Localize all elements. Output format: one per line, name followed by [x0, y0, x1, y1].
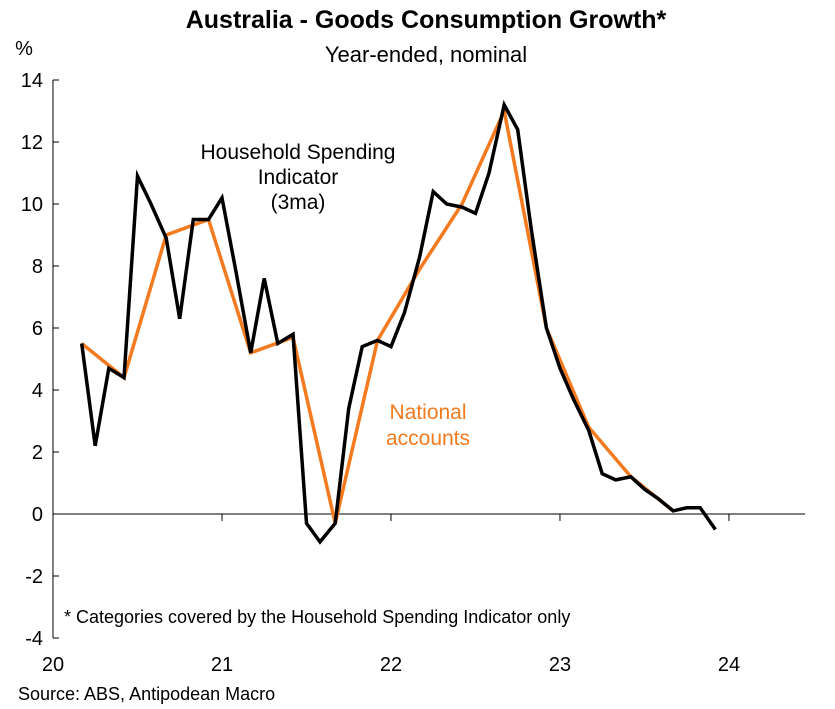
axes: [52, 80, 805, 638]
na-annotation: National accounts: [386, 401, 470, 450]
hsi-label-line-2: Indicator: [258, 166, 339, 189]
x-tick-label: 23: [549, 654, 571, 676]
hsi-label-line-3: (3ma): [271, 191, 326, 214]
y-tick-label: 2: [32, 442, 43, 464]
x-tick-label: 20: [42, 654, 64, 676]
x-tick-label: 21: [211, 654, 233, 676]
footnote: * Categories covered by the Household Sp…: [64, 607, 570, 627]
series-line-hsi: [79, 99, 717, 545]
chart-subtitle: Year-ended, nominal: [325, 42, 527, 67]
series-lines: [79, 99, 717, 545]
y-tick-label: -2: [25, 566, 43, 588]
y-tick-label: 0: [32, 504, 43, 526]
y-tick-label: 6: [32, 318, 43, 340]
na-label-line-2: accounts: [386, 427, 470, 450]
source-note: Source: ABS, Antipodean Macro: [18, 684, 275, 704]
series-line-na: [80, 105, 675, 524]
y-tick-label: 14: [21, 70, 43, 92]
x-tick-label: 22: [380, 654, 402, 676]
chart-title: Australia - Goods Consumption Growth*: [186, 6, 667, 34]
y-tick-label: -4: [25, 628, 43, 650]
y-tick-label: 10: [21, 194, 43, 216]
na-label-line-1: National: [389, 401, 466, 424]
y-axis-unit: %: [15, 38, 33, 60]
y-tick-label: 12: [21, 132, 43, 154]
y-tick-label: 4: [32, 380, 43, 402]
hsi-label-line-1: Household Spending: [201, 141, 396, 164]
x-axis-ticks: 20 21 22 23 24: [42, 514, 740, 676]
y-tick-label: 8: [32, 256, 43, 278]
y-axis-ticks: -4 -2 0 2 4 6 8 10 12 14: [21, 70, 59, 650]
hsi-annotation: Household Spending Indicator (3ma): [201, 141, 396, 214]
x-tick-label: 24: [718, 654, 740, 676]
